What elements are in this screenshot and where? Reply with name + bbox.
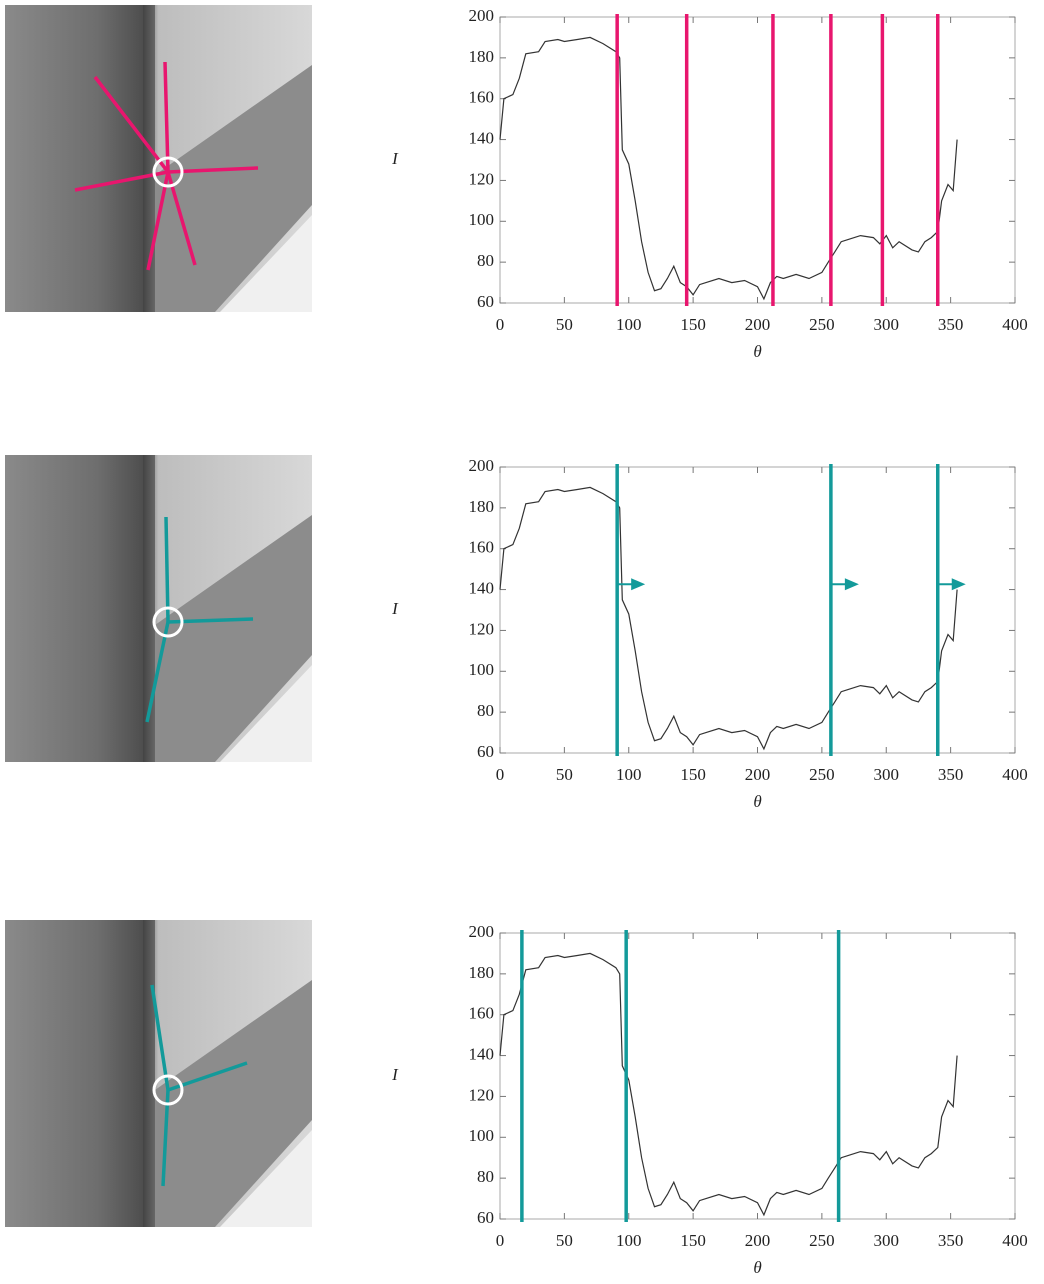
x-tick-label: 0 (496, 765, 505, 784)
y-tick-label: 80 (477, 701, 494, 720)
x-tick-label: 200 (745, 315, 771, 334)
x-tick-label: 100 (616, 315, 642, 334)
x-tick-label: 200 (745, 1231, 771, 1250)
y-tick-label: 80 (477, 251, 494, 270)
y-tick-label: 160 (469, 1004, 495, 1023)
y-tick-label: 120 (469, 1085, 495, 1104)
y-tick-label: 140 (469, 128, 495, 147)
y-tick-label: 140 (469, 578, 495, 597)
y-axis-label: I (391, 1065, 399, 1084)
y-tick-label: 100 (469, 1126, 495, 1145)
y-tick-label: 140 (469, 1044, 495, 1063)
x-tick-label: 350 (938, 1231, 964, 1250)
x-tick-label: 200 (745, 765, 771, 784)
y-tick-label: 60 (477, 742, 494, 761)
y-tick-label: 100 (469, 660, 495, 679)
x-tick-label: 50 (556, 315, 573, 334)
x-tick-label: 150 (680, 315, 706, 334)
y-tick-label: 200 (469, 6, 495, 25)
x-tick-label: 250 (809, 765, 835, 784)
x-tick-label: 300 (874, 765, 900, 784)
plot-frame (499, 932, 1016, 1220)
data-line (499, 952, 958, 1217)
x-axis-label: θ (753, 342, 761, 361)
direction-arrow-head (951, 578, 966, 591)
y-tick-label: 180 (469, 497, 495, 516)
y-tick-label: 100 (469, 210, 495, 229)
x-tick-label: 250 (809, 315, 835, 334)
direction-arrow-head (631, 578, 646, 591)
image-patch (5, 920, 312, 1227)
y-tick-label: 80 (477, 1167, 494, 1186)
x-tick-label: 300 (874, 315, 900, 334)
x-tick-label: 0 (496, 315, 505, 334)
image-patch (5, 5, 312, 312)
x-axis-label: θ (753, 1258, 761, 1277)
y-axis-label: I (391, 599, 399, 618)
data-line (499, 486, 958, 751)
y-axis-label: I (391, 149, 399, 168)
image-patch (5, 455, 312, 762)
x-tick-label: 150 (680, 1231, 706, 1250)
x-tick-label: 300 (874, 1231, 900, 1250)
y-tick-label: 120 (469, 169, 495, 188)
x-tick-label: 150 (680, 765, 706, 784)
x-tick-label: 0 (496, 1231, 505, 1250)
x-tick-label: 400 (1002, 765, 1028, 784)
y-tick-label: 60 (477, 1208, 494, 1227)
data-line (499, 36, 958, 301)
y-tick-label: 160 (469, 538, 495, 557)
direction-arrow-head (844, 578, 859, 591)
y-tick-label: 120 (469, 619, 495, 638)
x-axis-label: θ (753, 792, 761, 811)
y-tick-label: 180 (469, 963, 495, 982)
y-tick-label: 160 (469, 88, 495, 107)
x-tick-label: 400 (1002, 315, 1028, 334)
y-tick-label: 200 (469, 922, 495, 941)
x-tick-label: 250 (809, 1231, 835, 1250)
y-tick-label: 60 (477, 292, 494, 311)
x-tick-label: 100 (616, 1231, 642, 1250)
x-tick-label: 50 (556, 1231, 573, 1250)
y-tick-label: 180 (469, 47, 495, 66)
y-tick-label: 200 (469, 456, 495, 475)
x-tick-label: 350 (938, 315, 964, 334)
x-tick-label: 100 (616, 765, 642, 784)
x-tick-label: 350 (938, 765, 964, 784)
x-tick-label: 50 (556, 765, 573, 784)
x-tick-label: 400 (1002, 1231, 1028, 1250)
